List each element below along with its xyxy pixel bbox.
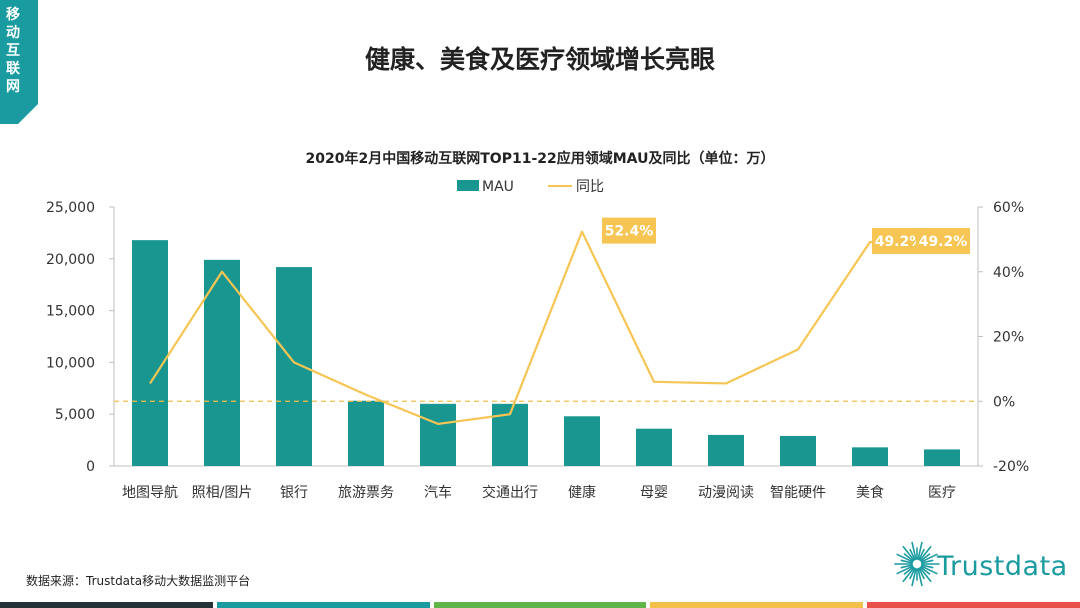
legend-swatch-mau	[457, 180, 479, 191]
corner-tab-shape	[0, 0, 38, 124]
corner-section-tab: 移动互联网	[0, 0, 38, 124]
left-tick-label: 10,000	[46, 355, 95, 371]
left-tick-label: 25,000	[46, 200, 95, 216]
x-category-label: 交通出行	[482, 484, 538, 501]
strip-segment-1	[216, 602, 430, 608]
bar-mau	[780, 435, 816, 466]
bar-mau	[276, 267, 312, 466]
right-tick-label: 20%	[993, 330, 1024, 346]
right-tick-label: 40%	[993, 265, 1024, 281]
data-label-text: 52.4%	[605, 224, 654, 240]
left-tick-label: 15,000	[46, 304, 95, 320]
legend-label-mau: MAU	[482, 179, 514, 195]
yoy-line	[149, 230, 942, 426]
data-label-text: 49.2%	[919, 234, 968, 250]
x-category-label: 智能硬件	[770, 485, 826, 501]
corner-tab-label: 移动互联网	[6, 7, 20, 95]
left-tick-label: 0	[86, 459, 95, 475]
page-title: 健康、美食及医疗领域增长亮眼	[364, 45, 715, 74]
bar-mau	[852, 447, 888, 466]
x-category-label: 医疗	[928, 485, 956, 501]
x-category-label: 母婴	[640, 485, 668, 501]
legend-label-yoy: 同比	[576, 179, 604, 195]
data-label-box	[602, 217, 656, 244]
x-category-label: 动漫阅读	[698, 484, 754, 501]
bar-mau	[564, 416, 600, 466]
data-label-text: 49.2%	[875, 234, 924, 250]
bottom-color-strip	[0, 602, 1080, 608]
left-tick-label: 5,000	[55, 407, 95, 423]
x-category-label: 美食	[856, 484, 884, 501]
data-source-note: 数据来源：Trustdata移动大数据监测平台	[26, 574, 251, 588]
right-tick-label: -20%	[993, 459, 1029, 475]
trustdata-logo: Trustdata	[893, 537, 1073, 593]
strip-segment-0	[0, 602, 213, 608]
x-category-label: 照相/图片	[192, 485, 253, 501]
bar-mau	[636, 428, 672, 466]
chart-title: 2020年2月中国移动互联网TOP11-22应用领域MAU及同比（单位：万）	[306, 150, 775, 167]
bar-mau	[348, 400, 384, 466]
left-tick-label: 20,000	[46, 252, 95, 268]
bar-mau	[204, 259, 240, 466]
x-category-label: 健康	[568, 484, 596, 501]
sunburst-logo-icon	[894, 541, 940, 587]
x-category-label: 旅游票务	[338, 485, 394, 501]
x-category-label: 地图导航	[122, 485, 178, 501]
logo-text: Trustdata	[937, 551, 1068, 582]
strip-segment-3	[650, 602, 864, 608]
strip-segment-2	[433, 602, 647, 608]
bar-mau	[924, 449, 960, 466]
data-label-box	[916, 227, 970, 254]
right-tick-label: 0%	[993, 394, 1015, 410]
bar-mau	[132, 240, 168, 466]
bar-mau	[708, 434, 744, 466]
bar-mau	[420, 403, 456, 466]
right-tick-label: 60%	[993, 200, 1024, 216]
x-category-label: 汽车	[424, 484, 452, 501]
strip-segment-4	[867, 602, 1080, 608]
x-category-label: 银行	[280, 485, 308, 501]
